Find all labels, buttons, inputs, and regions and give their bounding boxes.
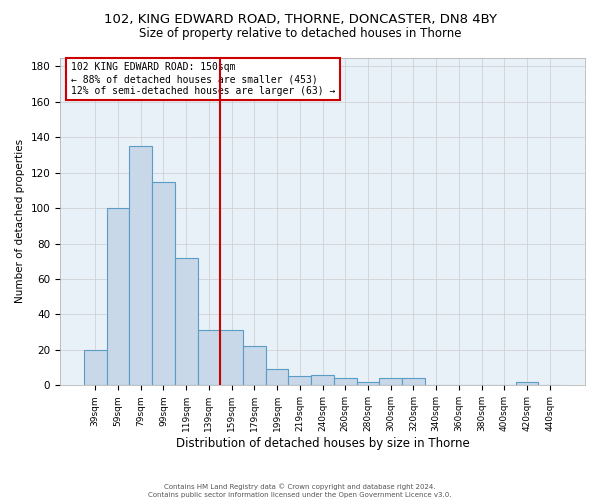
Text: Size of property relative to detached houses in Thorne: Size of property relative to detached ho… [139,28,461,40]
Y-axis label: Number of detached properties: Number of detached properties [15,140,25,304]
Bar [402,378,425,386]
Bar [220,330,243,386]
Bar [175,258,197,386]
Bar [130,146,152,386]
Bar [152,182,175,386]
Bar [289,376,311,386]
Bar [197,330,220,386]
Bar [243,346,266,386]
Text: Contains HM Land Registry data © Crown copyright and database right 2024.
Contai: Contains HM Land Registry data © Crown c… [148,484,452,498]
Bar [379,378,402,386]
Bar [266,370,289,386]
Bar [334,378,356,386]
Bar [311,374,334,386]
Text: 102, KING EDWARD ROAD, THORNE, DONCASTER, DN8 4BY: 102, KING EDWARD ROAD, THORNE, DONCASTER… [104,12,497,26]
Text: 102 KING EDWARD ROAD: 150sqm
← 88% of detached houses are smaller (453)
12% of s: 102 KING EDWARD ROAD: 150sqm ← 88% of de… [71,62,335,96]
X-axis label: Distribution of detached houses by size in Thorne: Distribution of detached houses by size … [176,437,469,450]
Bar [356,382,379,386]
Bar [107,208,130,386]
Bar [84,350,107,386]
Bar [515,382,538,386]
